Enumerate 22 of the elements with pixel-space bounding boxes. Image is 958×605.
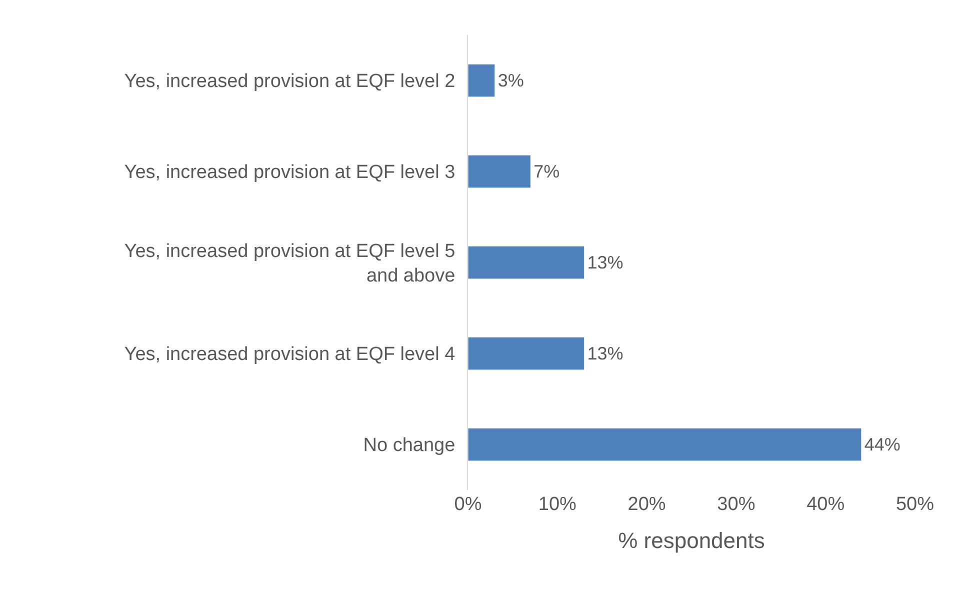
x-axis-title: % respondents	[618, 528, 765, 553]
y-tick-label: Yes, increased provision at EQF level 5 and above	[124, 240, 456, 286]
y-tick-label: Yes, increased provision at EQF level 4	[124, 344, 456, 366]
bar	[468, 336, 584, 370]
x-tick-label: 30%	[717, 494, 756, 515]
bar	[468, 154, 531, 188]
data-label: 13%	[587, 344, 624, 364]
data-label: 13%	[587, 252, 624, 272]
y-tick-label: Yes, increased provision at EQF level 2	[124, 71, 456, 92]
x-tick-label: 40%	[806, 494, 845, 515]
y-tick-label: No change	[363, 435, 456, 456]
x-tick-label: 0%	[454, 494, 482, 515]
x-tick-label: 20%	[628, 494, 666, 515]
bar	[468, 246, 584, 280]
bar	[468, 64, 496, 98]
data-label: 3%	[498, 70, 524, 90]
x-tick-label: 50%	[896, 494, 934, 515]
y-tick-label: Yes, increased provision at EQF level 3	[124, 162, 456, 184]
bar	[468, 428, 862, 462]
x-tick-label: 10%	[538, 494, 577, 515]
data-label: 44%	[864, 434, 900, 454]
data-label: 7%	[534, 162, 560, 182]
